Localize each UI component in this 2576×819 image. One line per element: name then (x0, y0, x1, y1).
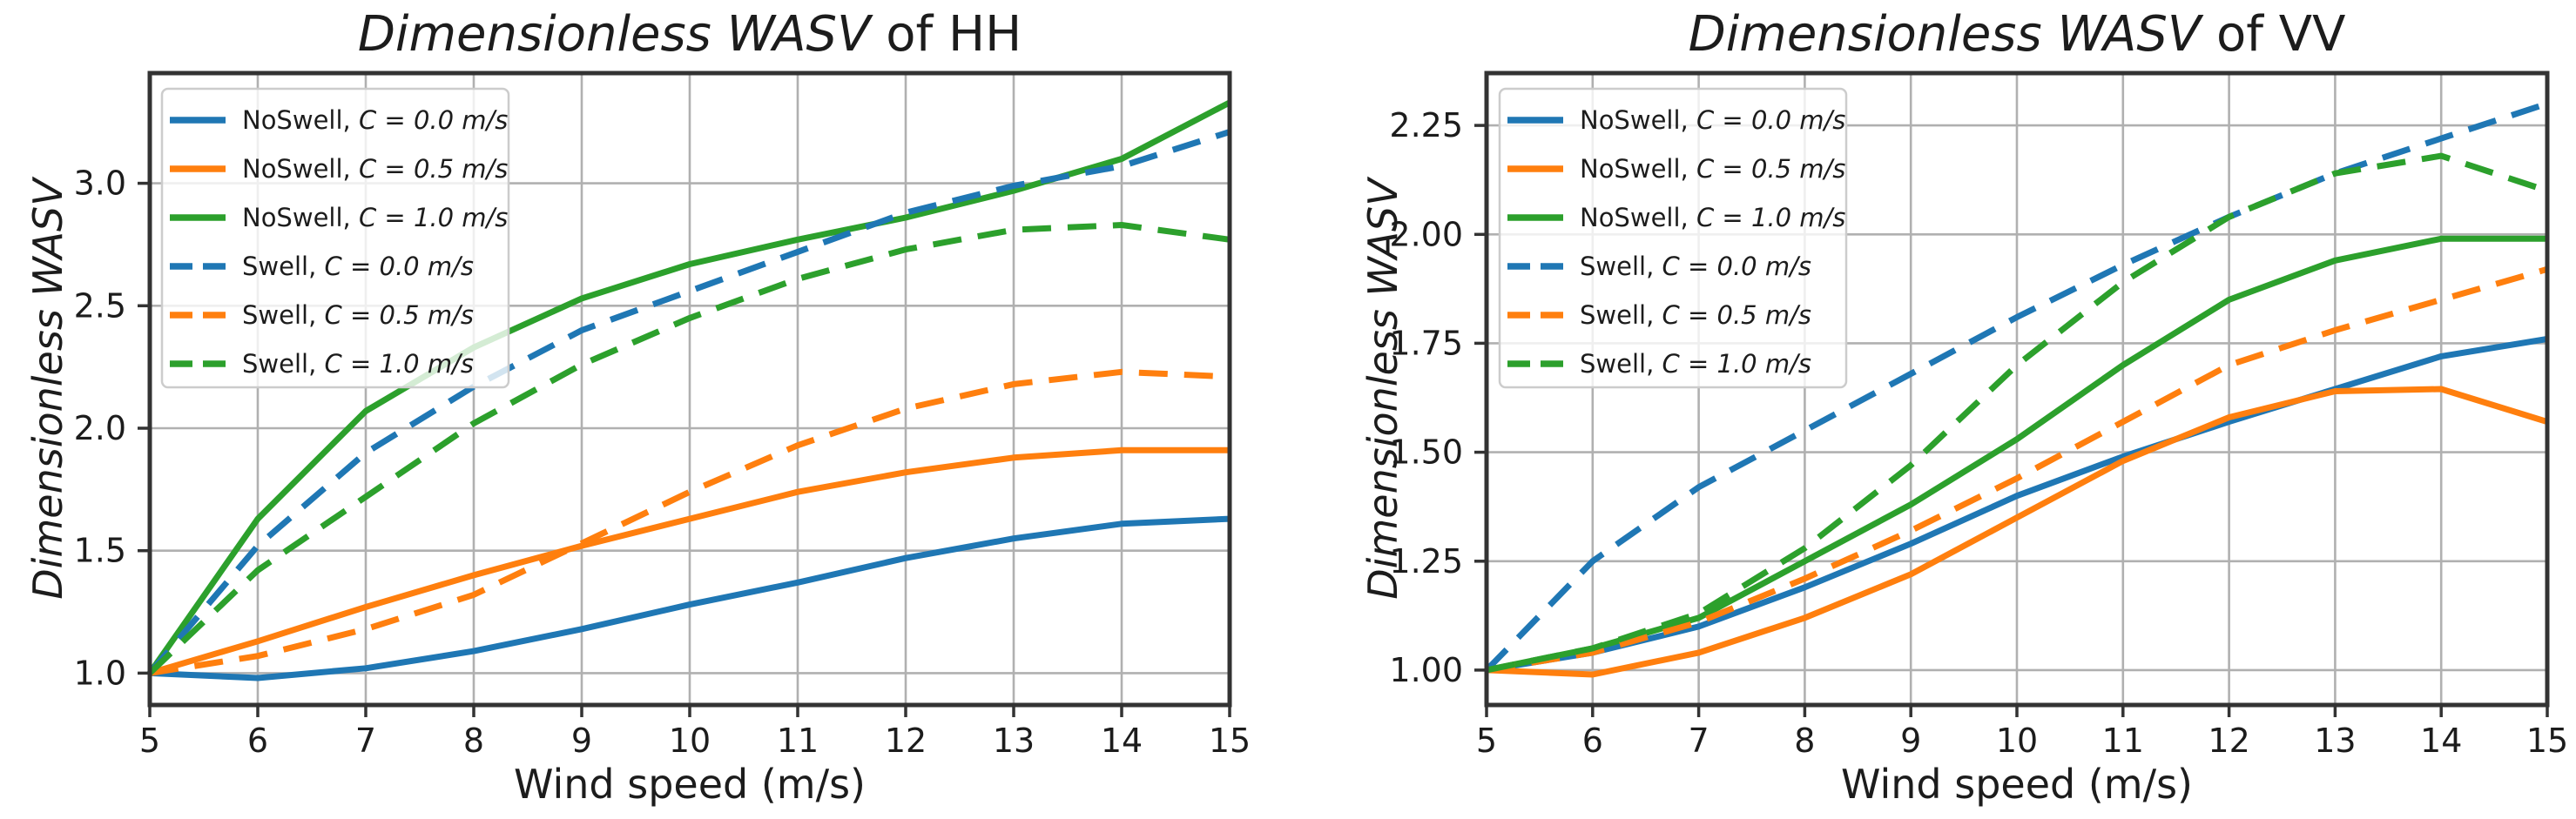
y-tick-label: 1.0 (74, 654, 126, 692)
legend: NoSwell, C = 0.0 m/s NoSwell, C = 0.5 m/s… (160, 87, 510, 389)
y-tick-label: 2.5 (74, 286, 126, 325)
legend-label: Swell, C = 1.0 m/s (242, 349, 474, 379)
x-tick-label: 7 (1689, 722, 1709, 760)
legend-label: Swell, C = 0.5 m/s (1580, 300, 1811, 330)
series-swell-swell-c05 (149, 368, 1231, 676)
x-tick-label: 14 (1101, 722, 1143, 760)
legend-label: NoSwell, C = 1.0 m/s (242, 203, 508, 232)
chart-hh-title-roman: of HH (870, 6, 1022, 63)
x-tick-label: 7 (355, 722, 376, 760)
x-tick-label: 10 (1996, 722, 2038, 760)
series-swell-swell-c05 (1486, 265, 2548, 674)
x-tick-label: 8 (463, 722, 484, 760)
series-swell-swell-c10 (1486, 152, 2549, 674)
x-tick-label: 5 (139, 722, 160, 760)
chart-hh-title-math: Dimensionless WASV (357, 6, 871, 63)
chart-vv: 5 6 7 8 9 10 11 12 13 14 15 1.00 1.25 1.50 1.75 2.00 2.2… (1389, 70, 2568, 760)
x-tick-label: 14 (2420, 722, 2462, 760)
x-tick-label: 12 (2208, 722, 2249, 760)
legend-label: NoSwell, C = 0.5 m/s (1580, 154, 1845, 184)
x-tick-label: 9 (571, 722, 592, 760)
y-tick-label: 1.50 (1389, 433, 1463, 472)
x-tick-label: 5 (1476, 722, 1497, 760)
series-swell-swell-c00 (147, 129, 1231, 675)
series-noswell-noswell-c00 (149, 515, 1231, 681)
chart-hh-xlabel: Wind speed (m/s) (514, 761, 866, 808)
y-tick-label: 1.00 (1389, 651, 1463, 689)
legend-label: NoSwell, C = 0.0 m/s (1580, 105, 1845, 135)
y-tick-label: 1.75 (1389, 324, 1463, 362)
x-tick-label: 10 (669, 722, 711, 760)
chart-hh-title: Dimensionless WASV of HH (357, 6, 1022, 63)
x-tick-label: 13 (2314, 722, 2356, 760)
legend-label: Swell, C = 0.0 m/s (242, 252, 474, 281)
y-tick-label: 2.00 (1389, 215, 1463, 253)
y-tick-label: 2.25 (1389, 106, 1463, 144)
x-tick-label: 13 (993, 722, 1035, 760)
chart-vv-title: Dimensionless WASV of VV (1688, 6, 2346, 63)
x-tick-label: 15 (1209, 722, 1251, 760)
chart-vv-xlabel: Wind speed (m/s) (1841, 761, 2193, 808)
legend-label: Swell, C = 1.0 m/s (1580, 349, 1811, 379)
series-noswell-noswell-c05 (149, 446, 1230, 676)
y-tick-label: 1.25 (1389, 542, 1463, 581)
y-tick-label: 3.0 (74, 164, 126, 203)
x-tick-label: 15 (2526, 722, 2568, 760)
chart-hh-ylabel: Dimensionless WASV (24, 178, 71, 600)
chart-vv-ylabel: Dimensionless WASV (1359, 178, 1406, 600)
x-tick-label: 9 (1900, 722, 1921, 760)
chart-hh: 5 6 7 8 9 10 11 12 13 14 15 1.0 1.5 2.0 2.5 3.0 NoSwell,… (74, 70, 1251, 760)
legend: NoSwell, C = 0.0 m/s NoSwell, C = 0.5 m/s… (1498, 87, 1848, 389)
chart-vv-title-roman: of VV (2201, 6, 2346, 63)
x-tick-label: 12 (885, 722, 927, 760)
legend-box (1498, 87, 1848, 389)
series-noswell-noswell-c00 (1486, 335, 2548, 674)
x-tick-label: 6 (247, 722, 268, 760)
legend-label: NoSwell, C = 1.0 m/s (1580, 203, 1845, 232)
series-swell-swell-c10 (147, 222, 1231, 675)
y-tick-label: 2.0 (74, 409, 126, 447)
series-noswell-noswell-c05 (1486, 386, 2549, 678)
x-tick-label: 11 (777, 722, 819, 760)
series-swell-swell-c00 (1484, 100, 2549, 673)
y-tick-label: 1.5 (74, 532, 126, 570)
x-tick-label: 11 (2102, 722, 2144, 760)
x-tick-label: 8 (1794, 722, 1815, 760)
legend-label: Swell, C = 0.5 m/s (242, 300, 474, 330)
legend-label: Swell, C = 0.0 m/s (1580, 252, 1811, 281)
legend-label: NoSwell, C = 0.0 m/s (242, 105, 508, 135)
chart-vv-title-math: Dimensionless WASV (1688, 6, 2202, 63)
legend-box (160, 87, 510, 389)
legend-label: NoSwell, C = 0.5 m/s (242, 154, 508, 184)
x-tick-label: 6 (1582, 722, 1603, 760)
